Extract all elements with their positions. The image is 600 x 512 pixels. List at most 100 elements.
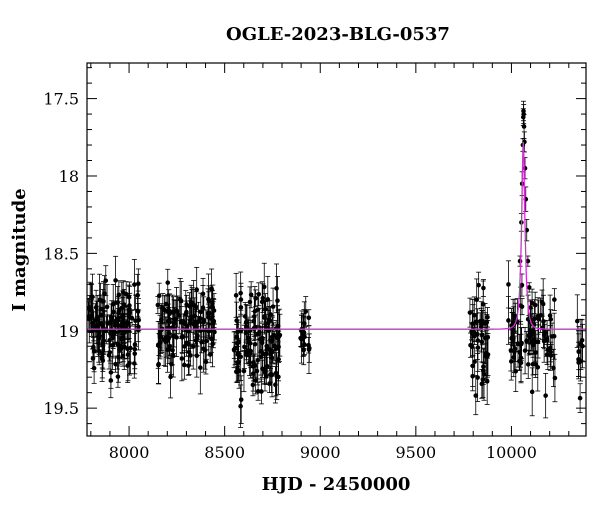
- data-point: [519, 273, 525, 297]
- data-point: [131, 348, 137, 379]
- data-point: [266, 327, 272, 372]
- data-point: [91, 352, 97, 384]
- data-point: [548, 309, 554, 330]
- data-point: [209, 268, 215, 309]
- chart-title: OGLE-2023-BLG-0537: [226, 24, 450, 45]
- data-point: [241, 349, 247, 393]
- plot-area: [87, 100, 586, 428]
- data-point: [259, 281, 265, 323]
- data-point: [107, 343, 113, 362]
- data-point: [115, 296, 121, 345]
- data-point: [528, 300, 534, 315]
- data-point: [202, 330, 208, 370]
- y-axis-label: I magnitude: [9, 188, 30, 311]
- data-point: [170, 335, 176, 366]
- x-tick-label: 8000: [109, 443, 150, 462]
- data-point: [238, 384, 244, 428]
- data-point: [188, 284, 194, 320]
- data-point: [256, 307, 262, 357]
- data-point: [176, 296, 182, 335]
- model-curve: [87, 141, 586, 330]
- data-point: [527, 320, 533, 341]
- data-point: [99, 334, 105, 382]
- data-point: [168, 355, 174, 399]
- data-point: [133, 294, 139, 347]
- data-point: [108, 362, 114, 399]
- data-point: [551, 288, 557, 311]
- data-point: [268, 365, 274, 383]
- data-point: [90, 336, 96, 358]
- data-point: [255, 335, 261, 386]
- data-point: [469, 322, 475, 341]
- data-point: [480, 361, 486, 398]
- data-point: [475, 323, 481, 372]
- data-point: [541, 319, 547, 363]
- data-point: [250, 373, 256, 397]
- data-point: [548, 341, 554, 363]
- data-point: [126, 294, 132, 339]
- data-point: [127, 322, 133, 375]
- x-tick-label: 10000: [486, 443, 537, 462]
- x-tick-label: 8500: [204, 443, 245, 462]
- data-point: [131, 259, 137, 311]
- data-point: [203, 349, 209, 375]
- data-point: [233, 272, 239, 318]
- data-point: [471, 296, 477, 334]
- y-tick-label: 19: [59, 322, 79, 341]
- data-point: [302, 327, 308, 347]
- data-point: [192, 297, 198, 335]
- data-point: [178, 306, 184, 339]
- data-point: [238, 375, 244, 424]
- data-point: [183, 290, 189, 339]
- y-tick-label: 18: [59, 167, 79, 186]
- data-point: [96, 320, 102, 352]
- data-point: [551, 312, 557, 360]
- data-point: [544, 344, 550, 365]
- data-point: [132, 333, 138, 375]
- x-axis-label: HJD - 2450000: [262, 474, 411, 495]
- data-point: [263, 367, 269, 385]
- data-point: [179, 335, 185, 382]
- plot-frame: [86, 62, 587, 437]
- data-point: [529, 367, 535, 417]
- data-point: [484, 357, 490, 405]
- data-point: [265, 275, 271, 323]
- data-point: [252, 366, 258, 395]
- data-point: [242, 302, 248, 331]
- data-point: [113, 255, 119, 305]
- data-point: [306, 325, 312, 374]
- data-point: [113, 355, 119, 373]
- data-point: [100, 281, 106, 322]
- data-point: [252, 286, 258, 337]
- y-tick-label: 18.5: [43, 244, 79, 263]
- data-point: [483, 326, 489, 380]
- data-point: [174, 317, 180, 357]
- y-tick-label: 19.5: [43, 399, 79, 418]
- data-point: [550, 348, 556, 388]
- data-point: [277, 313, 283, 357]
- data-point: [193, 325, 199, 356]
- data-point: [207, 345, 213, 364]
- data-point: [259, 325, 265, 351]
- data-point: [194, 266, 200, 313]
- data-point: [540, 294, 546, 348]
- data-point: [303, 296, 309, 327]
- data-point: [158, 303, 164, 337]
- axis-ticks: 8000 8500 9000 9500 10000 17.5 18 18.5 19 19.5: [43, 63, 586, 462]
- data-point: [480, 279, 486, 297]
- data-point: [127, 350, 133, 376]
- data-point: [476, 271, 482, 299]
- data-point: [245, 318, 251, 358]
- data-point: [248, 281, 254, 309]
- data-point: [235, 354, 241, 383]
- data-point: [247, 286, 253, 318]
- data-point: [523, 331, 529, 351]
- x-tick-label: 9000: [300, 443, 341, 462]
- data-point: [270, 287, 276, 326]
- y-tick-label: 17.5: [43, 90, 79, 109]
- data-point: [505, 296, 511, 345]
- data-point: [543, 373, 549, 419]
- data-point: [206, 285, 212, 316]
- data-point: [518, 342, 524, 384]
